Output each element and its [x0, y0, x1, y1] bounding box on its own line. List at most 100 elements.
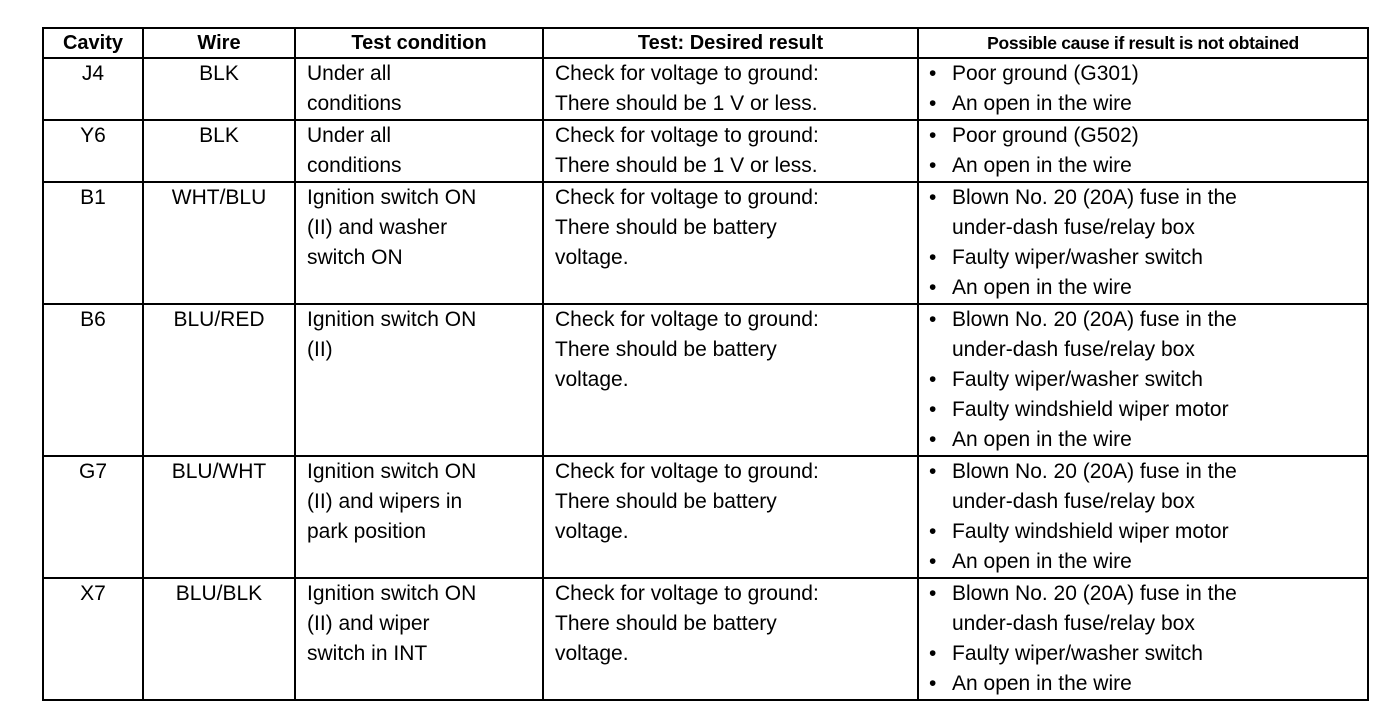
cause-text: An open in the wire — [952, 92, 1132, 115]
cause-list: • Blown No. 20 (20A) fuse in the under-das… — [929, 457, 1367, 577]
table-row: X7 BLU/BLK Ignition switch ON (II) and wipe… — [42, 577, 1369, 701]
cavity-cell: B6 — [42, 303, 144, 457]
result-line: Check for voltage to ground: — [555, 460, 819, 483]
header-possible-cause: Possible cause if result is not obtained — [917, 27, 1369, 59]
cause-text: under-dash fuse/relay box — [952, 612, 1195, 635]
bullet-icon: • — [929, 308, 937, 331]
desired-result-cell: Check for voltage to ground: There should… — [542, 455, 919, 579]
result-line: There should be battery — [555, 612, 777, 635]
condition-line: (II) — [307, 338, 333, 361]
possible-cause-cell: • Blown No. 20 (20A) fuse in the under-das… — [917, 455, 1369, 579]
result-line: Check for voltage to ground: — [555, 124, 819, 147]
cause-text: An open in the wire — [952, 672, 1132, 695]
result-line: There should be 1 V or less. — [555, 92, 818, 115]
wire-cell: BLU/WHT — [142, 455, 296, 579]
test-condition-cell: Under all conditions — [294, 119, 544, 183]
cause-text: Blown No. 20 (20A) fuse in the — [952, 460, 1237, 483]
condition-line: Ignition switch ON — [307, 308, 477, 331]
cause-text: Blown No. 20 (20A) fuse in the — [952, 186, 1237, 209]
bullet-icon: • — [929, 398, 937, 421]
table-row: Y6 BLK Under all conditions Check for voltag… — [42, 119, 1369, 183]
condition-line: switch ON — [307, 246, 403, 269]
cause-list: • Poor ground (G502) • An open in the wire — [929, 121, 1367, 181]
wire-cell: WHT/BLU — [142, 181, 296, 305]
possible-cause-cell: • Poor ground (G502) • An open in the wire — [917, 119, 1369, 183]
condition-line: switch in INT — [307, 642, 428, 665]
condition-line: (II) and wipers in — [307, 490, 463, 513]
bullet-icon: • — [929, 642, 937, 665]
result-line: Check for voltage to ground: — [555, 308, 819, 331]
result-line: voltage. — [555, 246, 629, 269]
cause-item: • Faulty wiper/washer switch — [929, 639, 1367, 669]
bullet-icon: • — [929, 276, 937, 299]
desired-result-cell: Check for voltage to ground: There should… — [542, 57, 919, 121]
test-condition-cell: Under all conditions — [294, 57, 544, 121]
cause-item: • An open in the wire — [929, 669, 1367, 699]
result-line: Check for voltage to ground: — [555, 582, 819, 605]
desired-result-cell: Check for voltage to ground: There should… — [542, 577, 919, 701]
bullet-icon: • — [929, 154, 937, 177]
cause-item: • Blown No. 20 (20A) fuse in the under-das… — [929, 305, 1367, 365]
cause-list: • Blown No. 20 (20A) fuse in the under-das… — [929, 579, 1367, 699]
bullet-icon: • — [929, 368, 937, 391]
condition-line: Ignition switch ON — [307, 460, 477, 483]
condition-line: Ignition switch ON — [307, 582, 477, 605]
cause-text: under-dash fuse/relay box — [952, 338, 1195, 361]
cause-text: Poor ground (G502) — [952, 124, 1139, 147]
bullet-icon: • — [929, 428, 937, 451]
condition-line: Under all — [307, 124, 392, 147]
cause-item: • Blown No. 20 (20A) fuse in the under-das… — [929, 183, 1367, 243]
header-cavity: Cavity — [42, 27, 144, 59]
result-line: voltage. — [555, 642, 629, 665]
cause-text: An open in the wire — [952, 428, 1132, 451]
desired-result-cell: Check for voltage to ground: There should… — [542, 119, 919, 183]
cause-item: • Faulty windshield wiper motor — [929, 517, 1367, 547]
desired-result-cell: Check for voltage to ground: There should… — [542, 303, 919, 457]
result-line: Check for voltage to ground: — [555, 62, 819, 85]
bullet-icon: • — [929, 62, 937, 85]
result-line: voltage. — [555, 368, 629, 391]
test-condition-cell: Ignition switch ON (II) — [294, 303, 544, 457]
wire-cell: BLK — [142, 119, 296, 183]
result-line: voltage. — [555, 520, 629, 543]
bullet-icon: • — [929, 186, 937, 209]
cavity-cell: Y6 — [42, 119, 144, 183]
header-row: Cavity Wire Test condition Test: Desired… — [42, 27, 1369, 59]
cause-text: Blown No. 20 (20A) fuse in the — [952, 582, 1237, 605]
table-row: B6 BLU/RED Ignition switch ON (II) Check for… — [42, 303, 1369, 457]
condition-line: Ignition switch ON — [307, 186, 477, 209]
cause-text: An open in the wire — [952, 154, 1132, 177]
condition-line: (II) and washer — [307, 216, 448, 239]
condition-line: conditions — [307, 154, 402, 177]
bullet-icon: • — [929, 92, 937, 115]
possible-cause-cell: • Poor ground (G301) • An open in the wire — [917, 57, 1369, 121]
condition-line: Under all — [307, 62, 392, 85]
condition-line: conditions — [307, 92, 402, 115]
table-row: G7 BLU/WHT Ignition switch ON (II) and wipe… — [42, 455, 1369, 579]
cause-item: • Poor ground (G502) — [929, 121, 1367, 151]
cause-list: • Poor ground (G301) • An open in the wire — [929, 59, 1367, 119]
cause-text: Faulty windshield wiper motor — [952, 520, 1229, 543]
cause-item: • Blown No. 20 (20A) fuse in the under-das… — [929, 457, 1367, 517]
cause-text: An open in the wire — [952, 276, 1132, 299]
cause-text: under-dash fuse/relay box — [952, 216, 1195, 239]
cause-item: • Faulty wiper/washer switch — [929, 365, 1367, 395]
bullet-icon: • — [929, 246, 937, 269]
cause-text: under-dash fuse/relay box — [952, 490, 1195, 513]
cavity-cell: B1 — [42, 181, 144, 305]
cause-item: • Blown No. 20 (20A) fuse in the under-das… — [929, 579, 1367, 639]
possible-cause-cell: • Blown No. 20 (20A) fuse in the under-das… — [917, 577, 1369, 701]
bullet-icon: • — [929, 550, 937, 573]
cause-text: Faulty windshield wiper motor — [952, 398, 1229, 421]
header-wire: Wire — [142, 27, 296, 59]
result-line: There should be 1 V or less. — [555, 154, 818, 177]
wiring-test-table: Cavity Wire Test condition Test: Desired… — [42, 27, 1369, 701]
condition-line: (II) and wiper — [307, 612, 430, 635]
wire-cell: BLU/RED — [142, 303, 296, 457]
bullet-icon: • — [929, 520, 937, 543]
wire-cell: BLU/BLK — [142, 577, 296, 701]
cause-text: Blown No. 20 (20A) fuse in the — [952, 308, 1237, 331]
cavity-cell: J4 — [42, 57, 144, 121]
cause-text: Faulty wiper/washer switch — [952, 246, 1203, 269]
cause-item: • An open in the wire — [929, 151, 1367, 181]
